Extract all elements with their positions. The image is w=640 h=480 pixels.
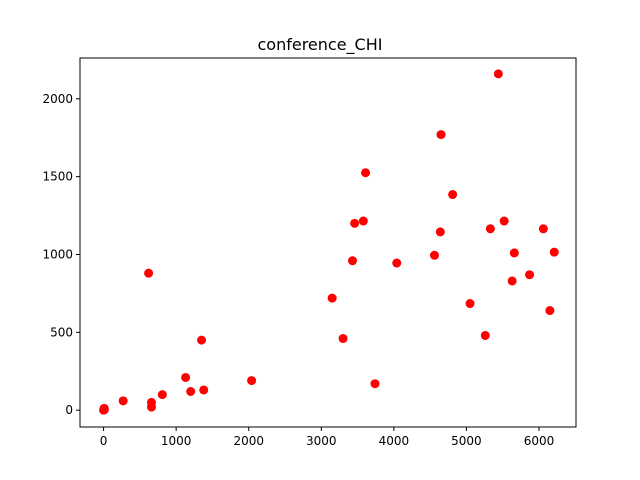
y-tick-label: 500 [50,325,73,339]
data-point [525,270,535,280]
data-point [350,218,360,228]
y-tick-label: 1000 [42,247,73,261]
data-point [197,335,207,345]
data-point [435,227,445,237]
data-point [247,376,257,386]
plot-frame [79,57,577,428]
x-tick-label: 1000 [161,434,192,448]
data-point [480,330,490,340]
x-tick-label: 4000 [379,434,410,448]
data-point [361,168,371,178]
data-point [338,334,348,344]
x-tick-label: 2000 [233,434,264,448]
data-point [118,396,128,406]
data-point [99,403,109,413]
data-point [181,372,191,382]
data-point [392,258,402,268]
data-point [186,387,196,396]
data-point [146,402,156,412]
data-point [465,299,475,309]
data-point [499,216,509,226]
chart-title: conference_CHI [258,35,383,55]
data-point [157,390,167,400]
data-point [199,385,209,395]
x-tick-label: 0 [100,434,108,448]
data-point [549,247,559,257]
data-point [347,256,357,266]
data-point [509,248,519,258]
data-point [370,379,380,389]
y-tick-label: 0 [65,403,73,417]
data-point [327,293,337,303]
y-tick-label: 2000 [42,92,73,106]
data-point [144,268,154,278]
data-point [448,190,458,200]
data-point [507,276,517,286]
data-point [485,224,495,234]
y-tick-label: 1500 [42,170,73,184]
data-point [538,224,548,234]
data-point [358,216,368,226]
x-tick-label: 6000 [524,434,555,448]
data-point [493,69,503,79]
data-point [545,306,555,316]
x-tick-label: 3000 [306,434,337,448]
axis-ticks: 0 1000 2000 3000 4000 5000 6000 0 500 1000 1500 200… [42,92,554,448]
data-point [429,250,439,260]
data-points [99,69,559,415]
data-point [436,130,446,140]
x-tick-label: 5000 [451,434,482,448]
